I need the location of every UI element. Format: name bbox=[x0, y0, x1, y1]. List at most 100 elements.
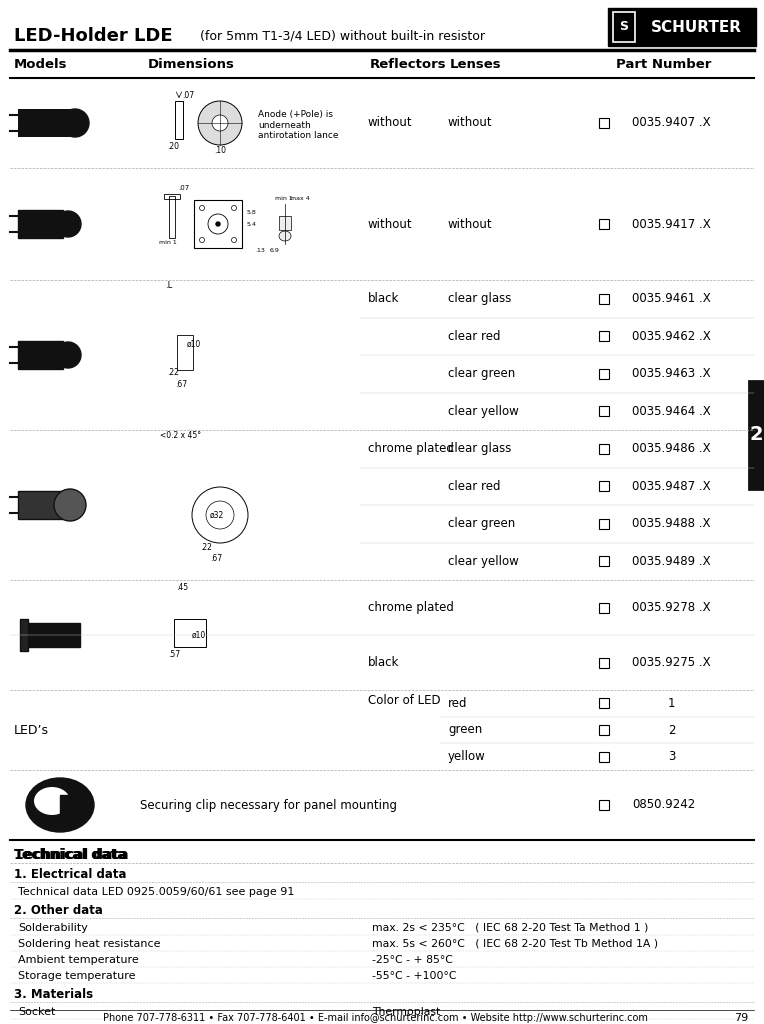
Text: Securing clip necessary for panel mounting: Securing clip necessary for panel mounti… bbox=[140, 799, 397, 811]
Text: .13: .13 bbox=[255, 248, 265, 253]
Bar bbox=[599, 800, 609, 810]
Text: .22: .22 bbox=[200, 543, 212, 552]
Text: 0035.9487 .X: 0035.9487 .X bbox=[632, 480, 711, 493]
Text: min 1: min 1 bbox=[275, 196, 293, 201]
Text: Models: Models bbox=[14, 58, 67, 72]
Ellipse shape bbox=[55, 211, 81, 237]
Text: clear green: clear green bbox=[448, 517, 515, 530]
Text: chrome plated: chrome plated bbox=[368, 601, 454, 614]
Bar bbox=[174, 618, 206, 647]
Text: 2. Other data: 2. Other data bbox=[14, 904, 103, 918]
Bar bbox=[599, 219, 609, 229]
Ellipse shape bbox=[216, 222, 220, 226]
Text: -25°C - + 85°C: -25°C - + 85°C bbox=[372, 955, 453, 965]
Text: Color of LED: Color of LED bbox=[368, 694, 441, 707]
Bar bbox=[22, 623, 80, 647]
Text: .20: .20 bbox=[167, 142, 179, 151]
Bar bbox=[599, 443, 609, 454]
Bar bbox=[599, 698, 609, 709]
Bar bbox=[599, 481, 609, 492]
Text: <0.2 x 45°: <0.2 x 45° bbox=[160, 431, 201, 440]
Text: 1echnical data: 1echnical data bbox=[14, 848, 128, 862]
Bar bbox=[18, 109, 70, 137]
Bar bbox=[599, 407, 609, 416]
Text: chrome plated: chrome plated bbox=[368, 442, 454, 456]
Text: 1. Electrical data: 1. Electrical data bbox=[14, 868, 127, 882]
Text: Soldering heat resistance: Soldering heat resistance bbox=[18, 939, 160, 949]
Text: max. 5s < 260°C   ( IEC 68 2-20 Test Tb Method 1A ): max. 5s < 260°C ( IEC 68 2-20 Test Tb Me… bbox=[372, 939, 658, 949]
Bar bbox=[613, 12, 635, 42]
Text: Technical data: Technical data bbox=[14, 848, 127, 862]
Text: 0035.9461 .X: 0035.9461 .X bbox=[632, 292, 711, 305]
Text: 79: 79 bbox=[733, 1013, 748, 1023]
Bar bbox=[18, 341, 63, 369]
Text: clear red: clear red bbox=[448, 330, 500, 343]
Bar bbox=[599, 657, 609, 668]
Ellipse shape bbox=[212, 115, 228, 131]
Bar bbox=[18, 210, 63, 238]
Text: .L: .L bbox=[165, 281, 172, 290]
Text: Storage temperature: Storage temperature bbox=[18, 971, 135, 981]
Text: Anode (+Pole) is: Anode (+Pole) is bbox=[258, 111, 333, 120]
Text: Socket: Socket bbox=[18, 1007, 55, 1017]
Text: max 4: max 4 bbox=[290, 196, 309, 201]
Text: (for 5mm T1-3/4 LED) without built-in resistor: (for 5mm T1-3/4 LED) without built-in re… bbox=[196, 30, 485, 43]
Text: Part Number: Part Number bbox=[616, 58, 711, 72]
Text: Ambient temperature: Ambient temperature bbox=[18, 955, 139, 965]
Ellipse shape bbox=[55, 342, 81, 368]
Bar bbox=[279, 216, 291, 230]
Text: clear yellow: clear yellow bbox=[448, 404, 519, 418]
Text: 2: 2 bbox=[668, 724, 675, 736]
Bar bbox=[599, 725, 609, 735]
Text: -55°C - +100°C: -55°C - +100°C bbox=[372, 971, 457, 981]
Bar bbox=[194, 200, 242, 248]
Bar bbox=[599, 602, 609, 612]
Text: 0035.9275 .X: 0035.9275 .X bbox=[632, 656, 711, 669]
Text: underneath: underneath bbox=[258, 121, 311, 129]
Text: 0035.9489 .X: 0035.9489 .X bbox=[632, 555, 711, 567]
Bar bbox=[599, 118, 609, 128]
Text: ø10: ø10 bbox=[192, 631, 206, 640]
Bar bbox=[599, 331, 609, 341]
Text: black: black bbox=[368, 292, 400, 305]
Text: without: without bbox=[448, 117, 493, 129]
Text: Technical data LED 0925.0059/60/61 see page 91: Technical data LED 0925.0059/60/61 see p… bbox=[18, 887, 294, 897]
Bar bbox=[599, 369, 609, 379]
Bar bbox=[169, 196, 175, 238]
Text: .45: .45 bbox=[176, 583, 188, 592]
Text: green: green bbox=[448, 724, 482, 736]
Ellipse shape bbox=[54, 489, 86, 521]
Text: antirotation lance: antirotation lance bbox=[258, 130, 338, 139]
Ellipse shape bbox=[279, 231, 291, 241]
Text: 0035.9462 .X: 0035.9462 .X bbox=[632, 330, 711, 343]
Ellipse shape bbox=[34, 787, 70, 815]
Text: .07: .07 bbox=[182, 90, 194, 99]
Text: clear glass: clear glass bbox=[448, 442, 511, 456]
Text: S: S bbox=[620, 20, 629, 34]
Bar bbox=[60, 795, 90, 815]
Text: 2: 2 bbox=[749, 426, 762, 444]
Text: clear red: clear red bbox=[448, 480, 500, 493]
Text: 5.8: 5.8 bbox=[247, 210, 257, 215]
Text: 0850.9242: 0850.9242 bbox=[632, 799, 695, 811]
Text: .22: .22 bbox=[167, 368, 179, 377]
Text: Thermoplast: Thermoplast bbox=[372, 1007, 440, 1017]
Text: 0035.9464 .X: 0035.9464 .X bbox=[632, 404, 711, 418]
Text: max. 2s < 235°C   ( IEC 68 2-20 Test Ta Method 1 ): max. 2s < 235°C ( IEC 68 2-20 Test Ta Me… bbox=[372, 923, 649, 933]
Text: 0035.9488 .X: 0035.9488 .X bbox=[632, 517, 711, 530]
Bar bbox=[599, 752, 609, 762]
Ellipse shape bbox=[208, 214, 228, 234]
Text: 0035.9463 .X: 0035.9463 .X bbox=[632, 368, 711, 380]
Text: without: without bbox=[368, 117, 413, 129]
Text: 0035.9417 .X: 0035.9417 .X bbox=[632, 217, 711, 230]
Bar bbox=[608, 8, 756, 46]
Bar bbox=[20, 618, 28, 651]
Text: SCHURTER: SCHURTER bbox=[650, 19, 742, 35]
Bar bbox=[599, 294, 609, 304]
Text: ø10: ø10 bbox=[187, 340, 201, 349]
Text: 0035.9407 .X: 0035.9407 .X bbox=[632, 117, 711, 129]
Text: .10: .10 bbox=[214, 146, 226, 155]
Ellipse shape bbox=[198, 101, 242, 145]
Text: Solderability: Solderability bbox=[18, 923, 88, 933]
Ellipse shape bbox=[61, 109, 89, 137]
